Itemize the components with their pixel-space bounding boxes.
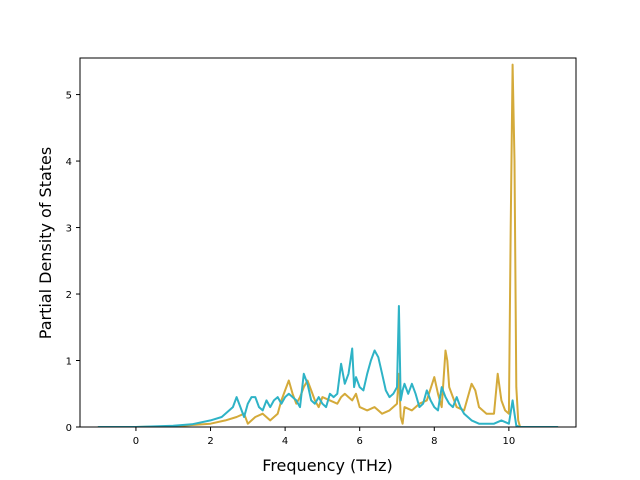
x-tick-label: 6 <box>357 436 363 447</box>
plot-area <box>79 57 577 428</box>
series-line-1 <box>97 63 559 427</box>
axis-ticks: 0 2 4 6 8 10 0 1 2 3 4 5 <box>66 91 516 447</box>
x-axis-label: Frequency (THz) <box>262 456 392 475</box>
y-axis-label: Partial Density of States <box>36 147 55 339</box>
y-tick-label: 0 <box>66 423 72 434</box>
axes-frame <box>79 57 577 428</box>
y-tick-label: 2 <box>66 290 72 301</box>
y-tick-label: 5 <box>66 91 72 102</box>
y-tick-label: 3 <box>66 224 72 235</box>
series-line-2 <box>97 305 559 427</box>
x-tick-label: 2 <box>207 436 213 447</box>
x-tick-label: 4 <box>282 436 288 447</box>
x-tick-label: 10 <box>503 436 516 447</box>
y-tick-label: 1 <box>66 357 72 368</box>
x-tick-label: 0 <box>133 436 139 447</box>
y-tick-label: 4 <box>66 157 72 168</box>
x-tick-label: 8 <box>431 436 437 447</box>
